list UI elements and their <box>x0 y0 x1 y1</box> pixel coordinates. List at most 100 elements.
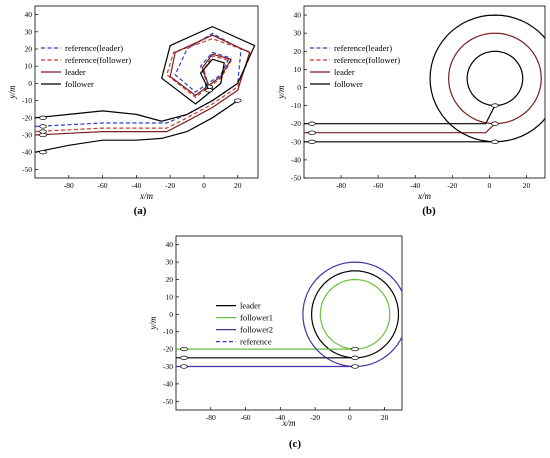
legend: reference(leader) reference(follower) lead… <box>310 43 400 89</box>
vehicle-marker <box>180 355 188 360</box>
plot-frame <box>34 5 259 179</box>
vehicle-marker <box>39 132 47 138</box>
series-line-2 <box>304 50 524 125</box>
y-tick-label: -40 <box>163 379 173 388</box>
series-line-1 <box>304 32 542 134</box>
y-tick-label: -30 <box>163 362 173 371</box>
x-tick-label: -80 <box>206 413 216 422</box>
y-axis-label: y/m <box>276 85 286 99</box>
vehicle-marker <box>233 98 242 103</box>
y-tick-label: -30 <box>291 137 301 146</box>
x-axis-label: x/m <box>417 191 431 201</box>
series-line-2 <box>176 278 391 350</box>
x-tick-label: 0 <box>348 413 352 422</box>
vehicle-marker <box>39 129 47 134</box>
y-tick-label: -10 <box>291 101 301 110</box>
vehicle-marker <box>308 139 316 144</box>
y-tick-label: 10 <box>25 62 33 71</box>
vehicle-marker <box>39 124 47 129</box>
y-tick-label: 0 <box>297 83 301 92</box>
plot-area <box>35 25 256 155</box>
y-tick-label: 20 <box>25 45 33 54</box>
y-tick-label: -40 <box>291 155 301 164</box>
y-tick-label: -50 <box>291 174 301 183</box>
x-tick-label: 20 <box>523 181 531 190</box>
y-tick-label: -10 <box>163 327 173 336</box>
x-axis-label: x/m <box>282 418 296 428</box>
vehicle-marker <box>351 364 359 369</box>
y-axis-label: y/m <box>7 85 17 99</box>
legend-label: follower2 <box>240 325 273 335</box>
panel-label: (c) <box>289 438 302 450</box>
x-tick-label: -40 <box>131 181 141 190</box>
series-line-3 <box>35 34 251 136</box>
y-tick-label: -20 <box>22 113 32 122</box>
vehicle-marker <box>308 130 316 135</box>
panel-label: (a) <box>134 205 147 217</box>
y-tick-label: 0 <box>169 310 173 319</box>
chart-panel-1: -80 -60 -40 -20 0 20 -50 -40 -30 -20 -10 0 10 20 30 40 x… <box>7 5 259 217</box>
y-tick-label: 30 <box>166 258 174 267</box>
plot-area <box>304 14 545 144</box>
vehicle-marker <box>308 121 316 126</box>
y-axis-label: y/m <box>148 316 158 330</box>
x-tick-label: -40 <box>275 413 285 422</box>
x-tick-label: -20 <box>447 181 457 190</box>
x-tick-label: -60 <box>241 413 251 422</box>
vehicle-marker <box>39 150 47 155</box>
vehicle-marker <box>491 139 499 144</box>
y-tick-label: 20 <box>294 47 302 56</box>
series-line-5 <box>35 100 239 153</box>
y-tick-label: 40 <box>166 240 174 249</box>
vehicle-marker <box>351 355 359 360</box>
vehicle-marker <box>491 103 499 108</box>
series-line-1 <box>176 270 400 359</box>
vehicle-marker <box>491 121 499 126</box>
vehicle-marker <box>39 115 47 120</box>
series-line-4 <box>35 25 256 122</box>
y-tick-label: -50 <box>163 397 173 406</box>
panel-label: (b) <box>422 205 436 217</box>
series-line-3 <box>176 261 402 368</box>
y-tick-label: -40 <box>22 148 32 157</box>
series-line-3 <box>304 14 545 143</box>
y-tick-label: 30 <box>294 29 302 38</box>
legend-label: follower1 <box>240 313 273 323</box>
chart-panel-2: -80 -60 -40 -20 0 20 -50 -40 -30 -20 -10 0 10 20 30 40 x… <box>276 5 546 217</box>
plot-frame <box>303 5 546 179</box>
y-tick-label: 20 <box>166 275 174 284</box>
y-tick-label: 40 <box>25 10 33 19</box>
y-tick-label: 40 <box>294 11 302 20</box>
legend-label: reference(follower) <box>65 55 131 65</box>
x-tick-label: -80 <box>336 181 346 190</box>
y-tick-label: 0 <box>28 79 32 88</box>
x-tick-label: 0 <box>202 181 206 190</box>
legend-label: leader <box>240 301 261 311</box>
legend-label: leader <box>65 67 86 77</box>
legend-label: reference <box>240 337 272 347</box>
y-tick-label: 10 <box>294 65 302 74</box>
vehicle-marker <box>205 88 213 93</box>
legend: leader follower1 follower2 reference <box>216 301 273 347</box>
plot-area <box>176 261 402 369</box>
x-tick-label: -20 <box>310 413 320 422</box>
vehicle-marker <box>180 346 188 352</box>
chart-panel-3: -80 -60 -40 -20 0 20 -50 -40 -30 -20 -10 0 10 20 30 40 x… <box>148 235 403 450</box>
vehicle-marker <box>180 364 188 369</box>
y-tick-label: -10 <box>22 96 32 105</box>
x-tick-label: -20 <box>165 181 175 190</box>
legend: reference(leader) reference(follower) lead… <box>41 43 131 89</box>
legend-label: reference(follower) <box>334 55 400 65</box>
legend-label: follower <box>65 79 94 89</box>
legend-label: reference(leader) <box>334 43 392 53</box>
x-tick-label: -40 <box>410 181 420 190</box>
legend-label: follower <box>334 79 363 89</box>
y-tick-label: 30 <box>25 27 33 36</box>
x-tick-label: 20 <box>381 413 389 422</box>
x-tick-label: 20 <box>234 181 242 190</box>
y-tick-label: -20 <box>291 119 301 128</box>
vehicle-marker <box>351 346 359 352</box>
x-tick-label: -80 <box>64 181 74 190</box>
x-tick-label: -60 <box>98 181 108 190</box>
